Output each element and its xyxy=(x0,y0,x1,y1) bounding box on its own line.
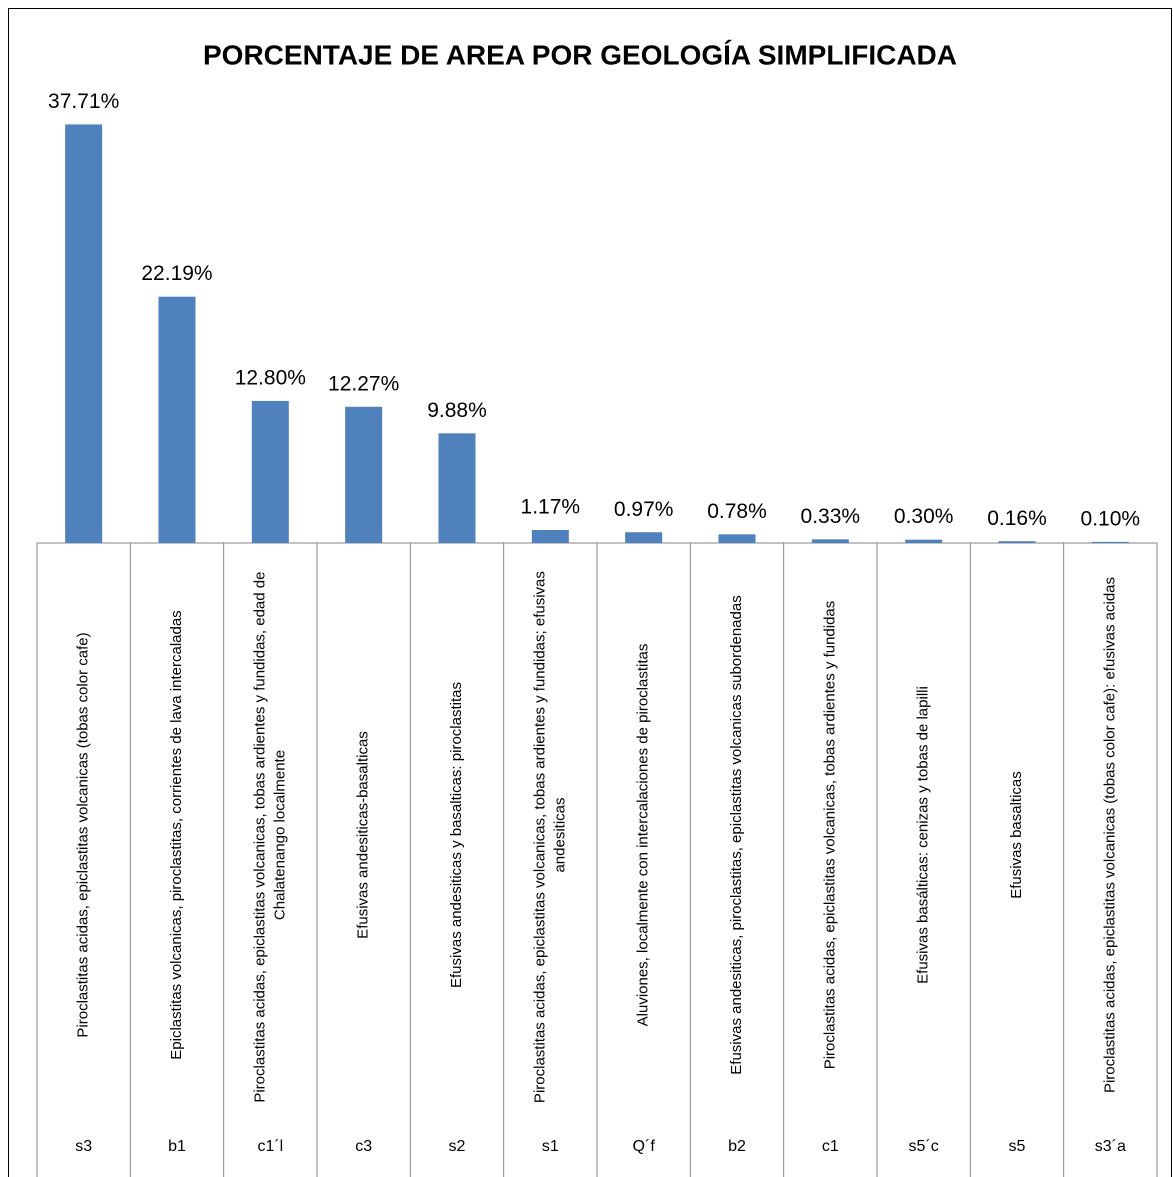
value-label: 0.16% xyxy=(987,507,1047,530)
bar xyxy=(998,541,1036,543)
value-label: 37.71% xyxy=(48,90,119,113)
x-tick-label: Piroclastitas acidas, epiclastitas volca… xyxy=(75,632,92,1037)
value-label: 0.33% xyxy=(801,505,861,528)
bar xyxy=(905,539,943,543)
x-tick-label: Efusivas andesiticas-basalticas xyxy=(355,731,372,939)
x-tick-label: Piroclastitas acidas, epiclastitas volca… xyxy=(1101,577,1118,1093)
bar xyxy=(158,296,196,543)
bar xyxy=(625,532,663,543)
bar xyxy=(531,530,569,543)
x-tick-label: s5 xyxy=(1009,1138,1026,1155)
bar xyxy=(811,539,849,543)
bar xyxy=(1091,541,1129,543)
x-tick-label: s2 xyxy=(449,1138,466,1155)
value-label: 9.88% xyxy=(427,399,487,422)
bar xyxy=(65,124,103,543)
x-tick-label: Piroclastitas acidas, epiclastitas volca… xyxy=(251,567,288,1102)
x-tick-label: s1 xyxy=(542,1138,559,1155)
x-tick-label: c3 xyxy=(355,1138,372,1155)
bar xyxy=(345,406,383,543)
value-label: 1.17% xyxy=(521,496,581,519)
chart-title: PORCENTAJE DE AREA POR GEOLOGÍA SIMPLIFI… xyxy=(203,39,957,70)
value-label: 0.97% xyxy=(614,498,674,521)
x-tick-label: b2 xyxy=(728,1138,746,1155)
chart-frame xyxy=(8,8,1172,1177)
bar xyxy=(438,433,476,543)
x-tick-label: Efusivas basalticas xyxy=(1008,771,1025,899)
value-label: 22.19% xyxy=(141,262,212,285)
value-label: 12.27% xyxy=(328,372,399,395)
x-tick-label: Aluviones, localmente con intercalacione… xyxy=(635,644,652,1027)
value-label: 0.10% xyxy=(1081,507,1141,530)
x-tick-label: s3 xyxy=(75,1138,92,1155)
bar xyxy=(718,534,756,543)
x-tick-label: s5´c xyxy=(909,1138,939,1155)
x-tick-label: Efusivas basálticas: cenizas y tobas de … xyxy=(915,686,932,984)
x-tick-label: s3´a xyxy=(1095,1138,1126,1155)
x-tick-label: Epiclastitas volcanicas, piroclastitas, … xyxy=(168,610,185,1059)
x-tick-label: Piroclastitas acidas, epiclastitas volca… xyxy=(821,601,838,1070)
x-tick-label: c1 xyxy=(822,1138,839,1155)
x-tick-label: c1´l xyxy=(257,1138,283,1155)
value-label: 12.80% xyxy=(235,366,306,389)
x-tick-label: Efusivas andesiticas, piroclastitas, epi… xyxy=(728,595,745,1074)
x-tick-label: Piroclastitas acidas, epiclastitas volca… xyxy=(531,567,568,1103)
x-tick-label: b1 xyxy=(168,1138,186,1155)
x-tick-label: Efusivas andesiticas y basalticas: piroc… xyxy=(448,682,465,988)
value-label: 0.30% xyxy=(894,505,954,528)
bar xyxy=(251,400,289,543)
value-label: 0.78% xyxy=(707,500,767,523)
x-tick-label: Q´f xyxy=(633,1138,656,1155)
